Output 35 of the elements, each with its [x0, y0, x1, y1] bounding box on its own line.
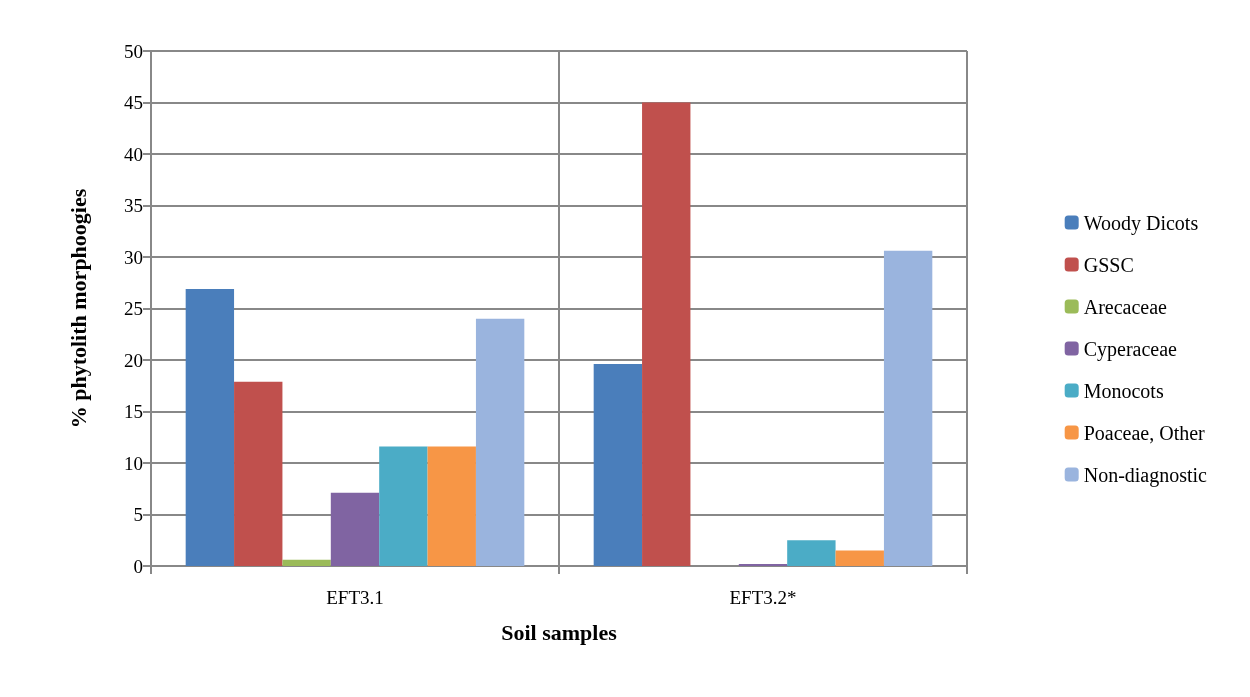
y-tick-label: 25: [124, 298, 143, 319]
bar: [234, 381, 283, 566]
bar: [835, 550, 884, 566]
legend-label: Arecaceae: [1083, 295, 1168, 318]
y-tick-label: 20: [124, 349, 143, 371]
bar: [185, 288, 235, 566]
bar: [282, 559, 331, 566]
legend-label: Poaceae, Other: [1083, 421, 1206, 444]
bar: [427, 446, 476, 566]
y-tick-label: 35: [124, 195, 143, 216]
bar: [883, 250, 933, 566]
y-tick-label: 50: [124, 40, 143, 62]
bar: [738, 563, 788, 566]
x-tick-label: EFT3.1: [326, 587, 384, 608]
y-tick-label: 10: [124, 452, 143, 474]
y-tick-label: 0: [133, 555, 143, 577]
legend-label: Monocots: [1083, 379, 1164, 402]
y-tick-label: 40: [124, 143, 143, 165]
y-tick-label: 5: [133, 504, 143, 525]
bar: [330, 492, 380, 566]
bar: [787, 540, 836, 566]
y-axis-title: % phytolith morphoogies: [65, 188, 91, 429]
legend-label: Woody Dicots: [1083, 211, 1199, 235]
bar: [379, 446, 428, 566]
x-axis-title: Soil samples: [501, 619, 618, 645]
y-tick-label: 30: [124, 246, 143, 268]
bar: [593, 364, 643, 566]
y-tick-label: 15: [124, 401, 143, 422]
x-tick-label: EFT3.2*: [729, 587, 797, 608]
bar: [642, 102, 691, 566]
legend-label: Cyperaceae: [1083, 337, 1178, 361]
y-tick-label: 45: [124, 92, 143, 113]
bar: [475, 318, 525, 566]
legend-label: Non-diagnostic: [1083, 463, 1208, 487]
legend-label: GSSC: [1083, 253, 1134, 276]
